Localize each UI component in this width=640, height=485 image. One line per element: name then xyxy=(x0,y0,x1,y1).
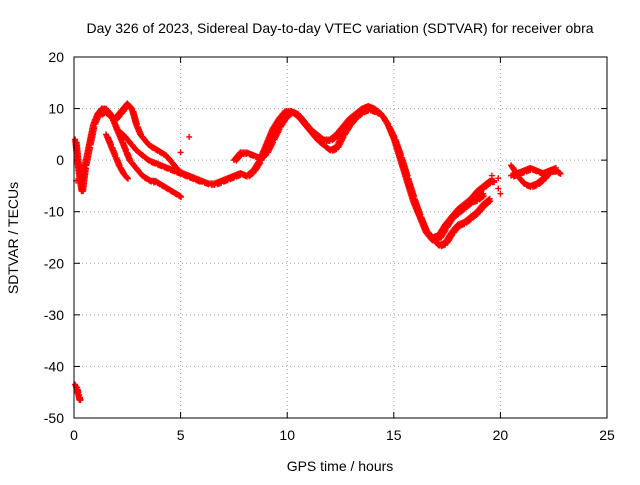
y-tick-label: 0 xyxy=(56,152,64,168)
series-segment-g xyxy=(508,162,560,190)
data-point xyxy=(275,114,289,130)
data-point xyxy=(124,175,131,182)
x-tick-label: 0 xyxy=(70,427,78,443)
data-point xyxy=(495,185,502,192)
data-point xyxy=(546,165,560,175)
data-point xyxy=(78,163,89,195)
data-layer xyxy=(72,100,564,404)
grid-layer xyxy=(74,57,607,418)
data-point xyxy=(480,190,487,197)
data-point xyxy=(497,190,504,197)
y-tick-label: -10 xyxy=(44,204,64,220)
data-point xyxy=(326,144,340,154)
data-point xyxy=(262,137,277,156)
data-point xyxy=(486,195,493,202)
y-tick-label: -50 xyxy=(44,410,64,426)
data-point xyxy=(448,222,462,236)
data-point xyxy=(397,151,411,179)
y-tick-label: -20 xyxy=(44,255,64,271)
data-point xyxy=(186,133,193,140)
series-branch-b xyxy=(102,131,131,182)
data-point xyxy=(540,168,554,182)
data-point xyxy=(552,164,559,171)
chart-title: Day 326 of 2023, Sidereal Day-to-day VTE… xyxy=(86,20,593,36)
data-point xyxy=(85,122,98,148)
series-segment-d xyxy=(230,102,487,242)
data-point xyxy=(256,150,270,162)
data-point xyxy=(454,204,468,216)
data-point xyxy=(403,172,418,200)
data-point xyxy=(333,132,347,151)
data-point xyxy=(491,177,498,184)
data-point xyxy=(196,177,203,184)
series-isolated-points xyxy=(72,133,504,197)
series-segment-e xyxy=(429,195,494,250)
data-point xyxy=(111,151,123,169)
data-point xyxy=(177,193,184,200)
data-point xyxy=(473,202,487,216)
data-point xyxy=(557,170,564,177)
x-tick-label: 20 xyxy=(493,427,509,443)
data-point xyxy=(495,175,502,182)
data-point xyxy=(461,214,474,226)
data-point xyxy=(250,158,264,174)
data-point xyxy=(76,396,83,403)
data-point xyxy=(390,133,405,158)
data-point xyxy=(177,149,184,156)
data-point xyxy=(326,132,340,144)
x-tick-label: 15 xyxy=(386,427,402,443)
y-tick-label: -40 xyxy=(44,358,64,374)
x-tick-label: 10 xyxy=(279,427,295,443)
x-tick-label: 25 xyxy=(599,427,615,443)
x-tick-label: 5 xyxy=(177,427,185,443)
tick-layer: 0 5 10 15 20 25 -50 -40 -30 -20 -10 0 10 20 xyxy=(44,49,615,443)
data-point xyxy=(269,125,283,143)
data-point xyxy=(488,172,495,179)
y-tick-label: -30 xyxy=(44,307,64,323)
data-point xyxy=(294,110,308,125)
series-branch-c xyxy=(113,126,204,185)
y-tick-label: 10 xyxy=(48,101,64,117)
y-axis-label: SDTVAR / TECUs xyxy=(5,182,21,294)
data-point xyxy=(107,141,119,159)
data-point xyxy=(72,136,79,143)
data-point xyxy=(448,209,462,221)
plot-frame xyxy=(73,56,608,419)
y-tick-label: 20 xyxy=(48,49,64,65)
x-axis-label: GPS time / hours xyxy=(287,458,394,474)
